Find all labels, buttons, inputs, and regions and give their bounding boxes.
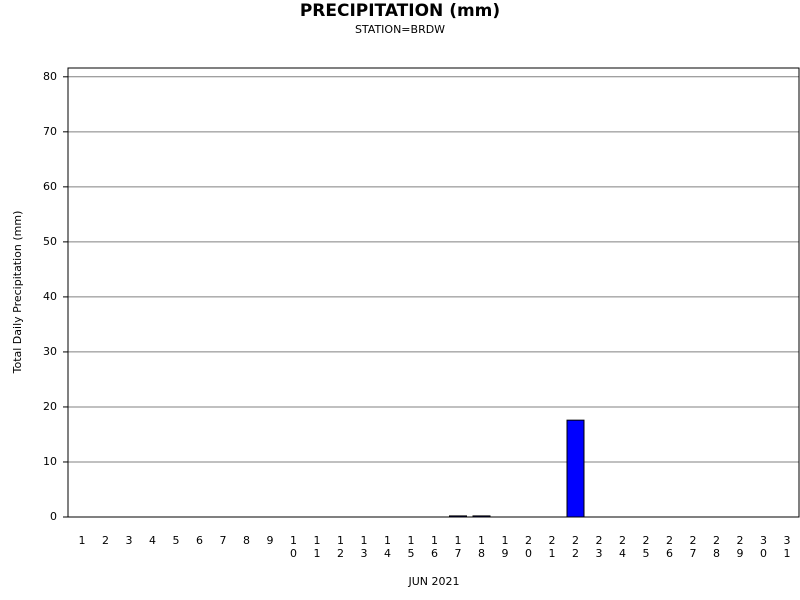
bar	[566, 419, 585, 518]
x-tick-label: 3	[126, 534, 133, 547]
plot-frame	[67, 67, 800, 518]
y-tick-label: 40	[43, 290, 57, 303]
y-tick-label: 80	[43, 70, 57, 83]
x-tick-label: 7	[220, 534, 227, 547]
y-tick-label: 10	[43, 455, 57, 468]
bar	[472, 515, 491, 518]
y-tick-label: 20	[43, 400, 57, 413]
y-axis-label: Total Daily Precipitation (mm)	[11, 211, 24, 375]
chart-subtitle: STATION=BRDW	[355, 23, 445, 36]
y-tick-label: 70	[43, 125, 57, 138]
x-axis-label: JUN 2021	[407, 575, 459, 588]
x-tick-label: 8	[243, 534, 250, 547]
chart-title: PRECIPITATION (mm)	[300, 1, 500, 21]
x-tick-label: 4	[149, 534, 156, 547]
x-tick-label: 5	[173, 534, 180, 547]
x-tick-label: 9	[267, 534, 274, 547]
bar	[449, 515, 467, 518]
x-tick-label: 6	[196, 534, 203, 547]
x-tick-label: 1	[79, 534, 86, 547]
y-tick-label: 60	[43, 180, 57, 193]
y-tick-label: 0	[50, 510, 57, 523]
x-tick-label: 2	[102, 534, 109, 547]
y-tick-label: 30	[43, 345, 57, 358]
y-tick-label: 50	[43, 235, 57, 248]
